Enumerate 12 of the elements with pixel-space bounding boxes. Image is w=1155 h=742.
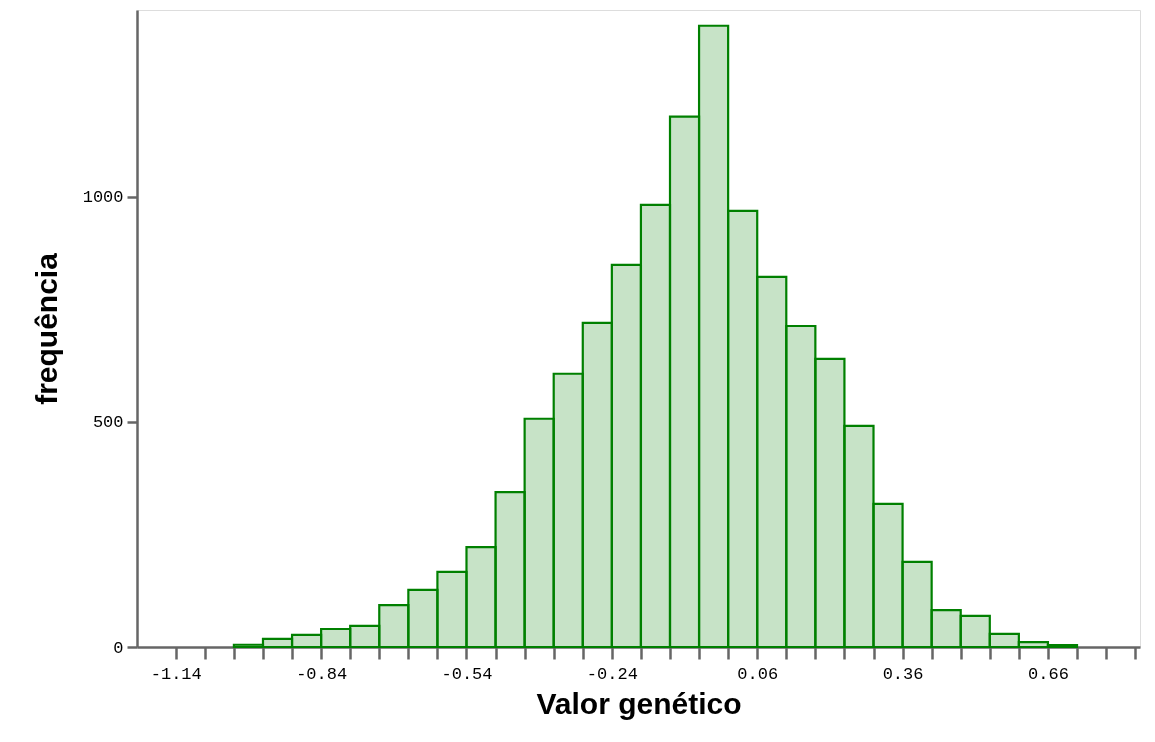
x-axis-title: Valor genético xyxy=(536,686,742,720)
x-tick-label: 0.06 xyxy=(737,664,779,684)
y-tick-label: 500 xyxy=(92,413,124,433)
x-tick-label: -0.54 xyxy=(441,664,493,684)
y-tick-label: 1000 xyxy=(82,188,124,208)
y-tick-label: 0 xyxy=(113,638,124,658)
x-tick-label: 0.36 xyxy=(882,664,924,684)
x-tick-label: 0.66 xyxy=(1028,664,1069,684)
x-tick-label: -1.14 xyxy=(150,664,202,684)
x-tick-label: -0.84 xyxy=(296,664,348,684)
y-axis-title: frequência xyxy=(29,252,63,405)
x-tick-label: -0.24 xyxy=(586,664,638,684)
